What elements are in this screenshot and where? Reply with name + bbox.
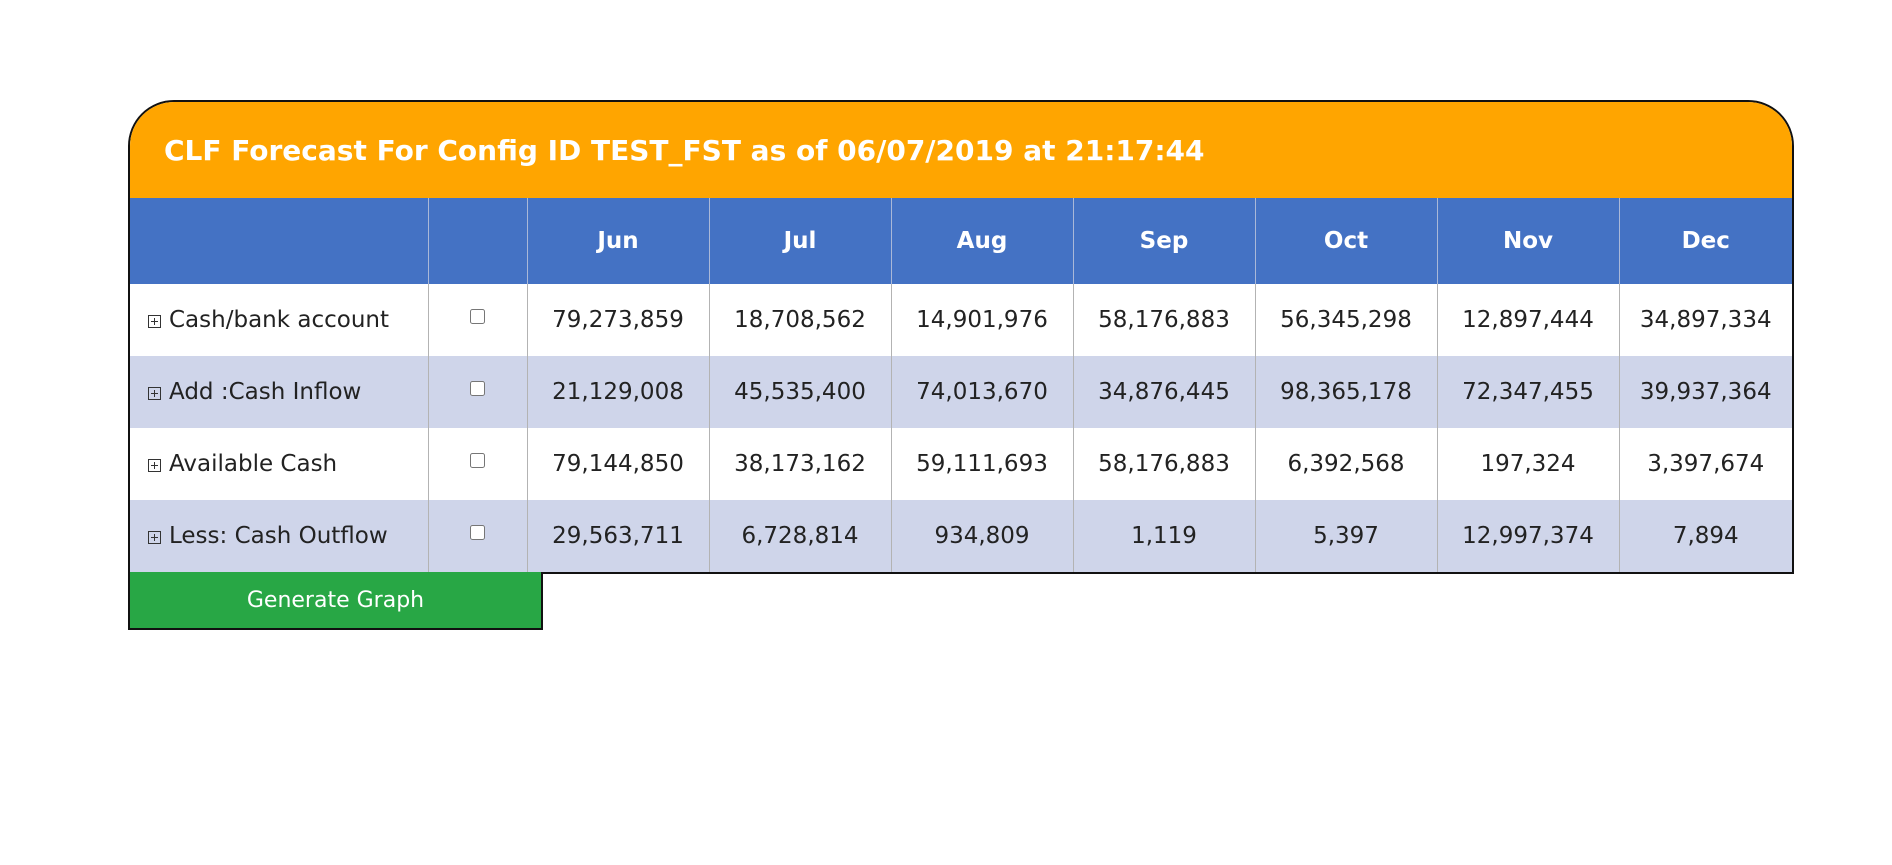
plus-square-icon[interactable] — [148, 531, 161, 544]
row-label: Less: Cash Outflow — [169, 523, 388, 549]
row-label: Cash/bank account — [169, 307, 389, 333]
header-month-dec: Dec — [1618, 198, 1792, 284]
row-select-cell — [427, 500, 527, 572]
header-month-aug: Aug — [890, 198, 1073, 284]
row-label-cell: Cash/bank account — [130, 284, 428, 356]
value-cell: 3,397,674 — [1618, 428, 1792, 500]
value-cell: 5,397 — [1254, 500, 1437, 572]
table-row: Less: Cash Outflow 29,563,711 6,728,814 … — [130, 500, 1792, 572]
value-cell: 18,708,562 — [708, 284, 891, 356]
value-cell: 934,809 — [890, 500, 1073, 572]
header-label — [130, 198, 428, 284]
value-cell: 12,997,374 — [1436, 500, 1619, 572]
value-cell: 98,365,178 — [1254, 356, 1437, 428]
plus-square-icon[interactable] — [148, 315, 161, 328]
header-month-nov: Nov — [1436, 198, 1619, 284]
row-checkbox[interactable] — [470, 309, 485, 324]
table-row: Available Cash 79,144,850 38,173,162 59,… — [130, 428, 1792, 500]
value-cell: 1,119 — [1072, 500, 1255, 572]
row-label-cell: Available Cash — [130, 428, 428, 500]
value-cell: 12,897,444 — [1436, 284, 1619, 356]
value-cell: 39,937,364 — [1618, 356, 1792, 428]
value-cell: 14,901,976 — [890, 284, 1073, 356]
value-cell: 58,176,883 — [1072, 428, 1255, 500]
value-cell: 34,876,445 — [1072, 356, 1255, 428]
forecast-table: Jun Jul Aug Sep Oct Nov Dec Cash/bank ac… — [130, 198, 1792, 572]
table-row: Cash/bank account 79,273,859 18,708,562 … — [130, 284, 1792, 356]
value-cell: 79,144,850 — [526, 428, 709, 500]
value-cell: 74,013,670 — [890, 356, 1073, 428]
forecast-title: CLF Forecast For Config ID TEST_FST as o… — [130, 102, 1792, 198]
plus-square-icon[interactable] — [148, 459, 161, 472]
value-cell: 6,728,814 — [708, 500, 891, 572]
table-header-row: Jun Jul Aug Sep Oct Nov Dec — [130, 198, 1792, 284]
header-month-jun: Jun — [526, 198, 709, 284]
row-label-cell: Add :Cash Inflow — [130, 356, 428, 428]
row-select-cell — [427, 284, 527, 356]
value-cell: 6,392,568 — [1254, 428, 1437, 500]
header-select — [427, 198, 527, 284]
row-label: Add :Cash Inflow — [169, 379, 362, 405]
value-cell: 72,347,455 — [1436, 356, 1619, 428]
value-cell: 45,535,400 — [708, 356, 891, 428]
header-month-oct: Oct — [1254, 198, 1437, 284]
value-cell: 79,273,859 — [526, 284, 709, 356]
value-cell: 58,176,883 — [1072, 284, 1255, 356]
plus-square-icon[interactable] — [148, 387, 161, 400]
value-cell: 59,111,693 — [890, 428, 1073, 500]
value-cell: 29,563,711 — [526, 500, 709, 572]
row-checkbox[interactable] — [470, 381, 485, 396]
value-cell: 56,345,298 — [1254, 284, 1437, 356]
row-select-cell — [427, 356, 527, 428]
header-month-sep: Sep — [1072, 198, 1255, 284]
forecast-panel: CLF Forecast For Config ID TEST_FST as o… — [128, 100, 1794, 574]
row-checkbox[interactable] — [470, 525, 485, 540]
value-cell: 34,897,334 — [1618, 284, 1792, 356]
value-cell: 7,894 — [1618, 500, 1792, 572]
header-month-jul: Jul — [708, 198, 891, 284]
row-label-cell: Less: Cash Outflow — [130, 500, 428, 572]
row-select-cell — [427, 428, 527, 500]
row-label: Available Cash — [169, 451, 338, 477]
value-cell: 197,324 — [1436, 428, 1619, 500]
value-cell: 21,129,008 — [526, 356, 709, 428]
value-cell: 38,173,162 — [708, 428, 891, 500]
generate-graph-button[interactable]: Generate Graph — [128, 572, 543, 630]
table-row: Add :Cash Inflow 21,129,008 45,535,400 7… — [130, 356, 1792, 428]
row-checkbox[interactable] — [470, 453, 485, 468]
